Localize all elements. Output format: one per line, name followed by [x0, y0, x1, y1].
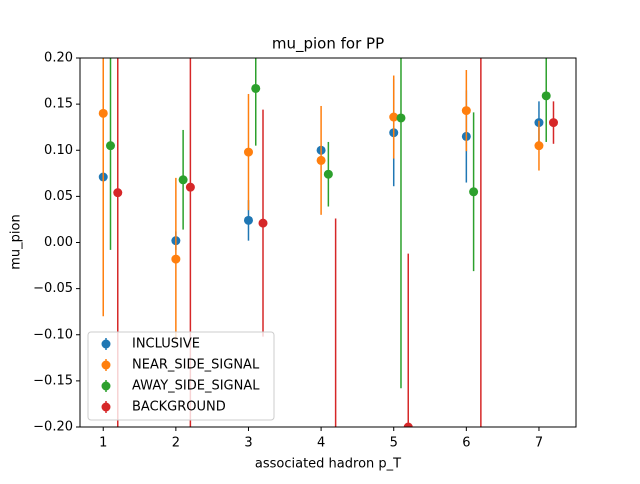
- y-tick-label: −0.05: [33, 281, 73, 296]
- x-tick-label: 4: [317, 436, 325, 451]
- legend-marker: [101, 339, 111, 349]
- data-point: [178, 175, 188, 185]
- data-point: [534, 141, 544, 151]
- legend-box: [87, 331, 275, 421]
- y-tick-label: −0.10: [33, 327, 73, 342]
- data-point: [469, 187, 479, 197]
- x-tick-label: 6: [462, 436, 470, 451]
- data-point: [243, 215, 253, 225]
- y-tick-label: −0.15: [33, 373, 73, 388]
- y-tick-label: 0.20: [44, 51, 73, 66]
- data-point: [389, 112, 399, 122]
- y-tick-label: 0.10: [44, 143, 73, 158]
- legend-marker: [101, 402, 111, 412]
- data-point: [403, 422, 413, 427]
- data-point: [106, 141, 116, 151]
- legend-marker: [101, 360, 111, 370]
- data-point: [396, 113, 406, 123]
- data-point: [541, 91, 551, 101]
- data-point: [185, 182, 195, 192]
- data-point: [461, 106, 471, 116]
- legend-label: NEAR_SIDE_SIGNAL: [132, 358, 260, 373]
- data-point: [258, 218, 268, 228]
- x-axis-label: associated hadron p_T: [255, 457, 401, 472]
- y-axis-label: mu_pion: [9, 214, 24, 269]
- legend-label: AWAY_SIDE_SIGNAL: [132, 379, 260, 394]
- legend-marker: [101, 381, 111, 391]
- y-tick-label: 0.05: [44, 189, 73, 204]
- legend-label: INCLUSIVE: [132, 337, 200, 352]
- data-point: [113, 188, 123, 198]
- plot-area: [98, 58, 558, 427]
- y-tick-label: 0.00: [44, 235, 73, 250]
- chart-title: mu_pion for PP: [272, 35, 384, 54]
- x-tick-label: 5: [390, 436, 398, 451]
- data-point: [98, 108, 108, 118]
- x-tick-label: 3: [244, 436, 252, 451]
- y-tick-label: 0.15: [44, 97, 73, 112]
- y-tick-label: −0.20: [33, 420, 73, 435]
- data-point: [323, 169, 333, 179]
- data-point: [171, 254, 181, 264]
- x-tick-label: 7: [535, 436, 543, 451]
- legend-label: BACKGROUND: [132, 400, 226, 415]
- data-point: [251, 83, 261, 93]
- x-tick-label: 2: [172, 436, 180, 451]
- x-tick-label: 1: [99, 436, 107, 451]
- data-point: [243, 147, 253, 157]
- data-point: [548, 118, 558, 128]
- data-point: [316, 155, 326, 165]
